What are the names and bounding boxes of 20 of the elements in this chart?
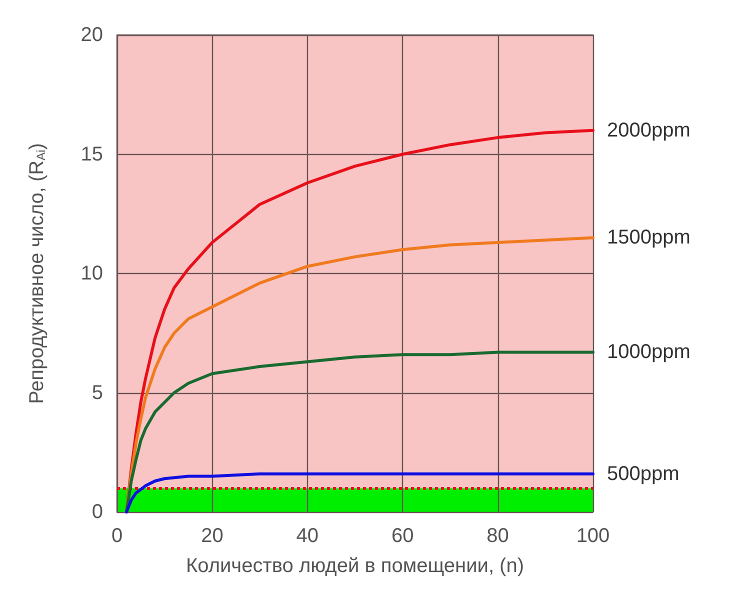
x-tick-label: 100 [576, 525, 610, 547]
x-axis-title: Количество людей в помещении, (n) [186, 555, 524, 577]
line-series [125, 236, 594, 514]
x-tick-label: 60 [391, 525, 414, 547]
y-tick-label: 15 [80, 143, 103, 166]
line-series [125, 472, 594, 514]
series-label: 500ppm [607, 462, 680, 485]
series-label: 1000ppm [607, 341, 690, 364]
series-label: 2000ppm [607, 119, 690, 142]
y-tick-label: 10 [80, 262, 103, 284]
x-tick-label: 80 [486, 525, 509, 547]
x-tick-label: 20 [201, 525, 224, 547]
x-tick-label: 40 [296, 525, 319, 547]
y-axis-title: Репродуктивное число, (RAi) [26, 143, 48, 404]
series-label: 1500ppm [607, 226, 690, 249]
x-tick-label: 0 [111, 525, 123, 547]
line-series [125, 350, 594, 514]
y-tick-label: 0 [92, 501, 103, 523]
y-tick-label: 20 [80, 24, 103, 46]
y-tick-label: 5 [92, 382, 103, 404]
